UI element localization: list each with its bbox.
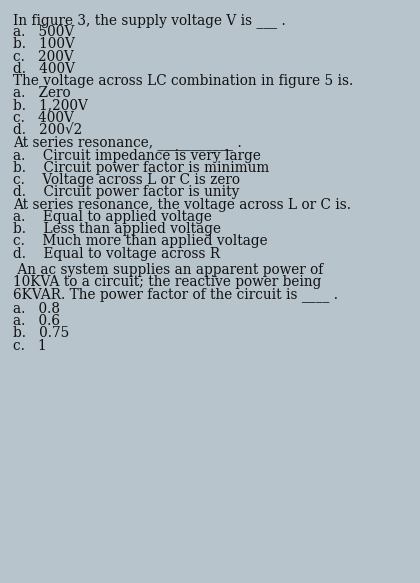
Text: a.   Zero: a. Zero — [13, 86, 70, 100]
Text: b.    Circuit power factor is minimum: b. Circuit power factor is minimum — [13, 161, 269, 175]
Text: c.   1: c. 1 — [13, 339, 46, 353]
Text: d.   400V: d. 400V — [13, 62, 75, 76]
Text: 10KVA to a circuit; the reactive power being: 10KVA to a circuit; the reactive power b… — [13, 275, 321, 289]
Text: a.    Circuit impedance is very large: a. Circuit impedance is very large — [13, 149, 260, 163]
Text: 6KVAR. The power factor of the circuit is ____ .: 6KVAR. The power factor of the circuit i… — [13, 287, 338, 303]
Text: c.   400V: c. 400V — [13, 111, 74, 125]
Text: d.   200√2: d. 200√2 — [13, 123, 82, 137]
Text: a.    Equal to applied voltage: a. Equal to applied voltage — [13, 210, 212, 224]
Text: a.   0.6: a. 0.6 — [13, 314, 60, 328]
Text: a.   500V: a. 500V — [13, 25, 74, 39]
Text: b.   1,200V: b. 1,200V — [13, 99, 87, 113]
Text: d.    Circuit power factor is unity: d. Circuit power factor is unity — [13, 185, 239, 199]
Text: b.    Less than applied voltage: b. Less than applied voltage — [13, 222, 220, 236]
Text: b.   100V: b. 100V — [13, 37, 74, 51]
Text: c.    Voltage across L or C is zero: c. Voltage across L or C is zero — [13, 173, 239, 187]
Text: At series resonance, ___________ .: At series resonance, ___________ . — [13, 135, 241, 150]
Text: d.    Equal to voltage across R: d. Equal to voltage across R — [13, 247, 220, 261]
Text: The voltage across LC combination in figure 5 is.: The voltage across LC combination in fig… — [13, 74, 353, 88]
Text: In figure 3, the supply voltage V is ___ .: In figure 3, the supply voltage V is ___… — [13, 13, 285, 28]
Text: c.    Much more than applied voltage: c. Much more than applied voltage — [13, 234, 267, 248]
Text: At series resonance, the voltage across L or C is.: At series resonance, the voltage across … — [13, 198, 351, 212]
Text: b.   0.75: b. 0.75 — [13, 326, 69, 340]
Text: An ac system supplies an apparent power of: An ac system supplies an apparent power … — [13, 263, 323, 277]
Text: c.   200V: c. 200V — [13, 50, 74, 64]
Text: a.   0.8: a. 0.8 — [13, 302, 60, 316]
